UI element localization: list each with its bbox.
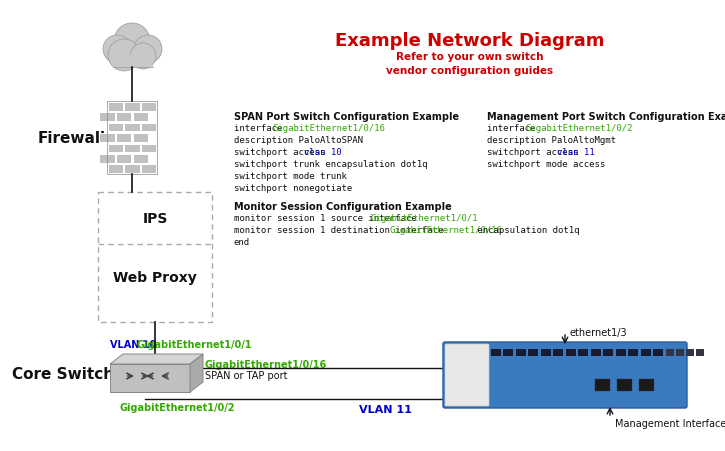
Text: VLAN 11: VLAN 11 (359, 404, 411, 414)
Bar (116, 155, 131, 163)
Text: monitor session 1 destination interface: monitor session 1 destination interface (234, 226, 449, 235)
FancyBboxPatch shape (445, 344, 489, 406)
Circle shape (130, 44, 156, 70)
Bar (125, 165, 139, 174)
Circle shape (103, 36, 131, 64)
Bar (629, 349, 639, 356)
Text: VLAN 10: VLAN 10 (110, 339, 157, 349)
Text: IPS: IPS (142, 212, 167, 226)
Bar (696, 349, 704, 356)
Bar (141, 144, 156, 153)
Text: end: end (234, 238, 250, 246)
Bar (666, 349, 674, 356)
Bar (133, 134, 148, 143)
Text: SPAN or TAP port: SPAN or TAP port (205, 370, 288, 380)
Text: interface: interface (487, 124, 541, 133)
Bar (616, 349, 626, 356)
Text: vlan 10: vlan 10 (304, 147, 341, 156)
Bar (503, 349, 513, 356)
Bar (99, 155, 115, 163)
Bar (108, 165, 123, 174)
Text: GigabitEthernet1/0/2: GigabitEthernet1/0/2 (120, 402, 236, 412)
Text: vlan 11: vlan 11 (558, 147, 594, 156)
Text: Refer to your own switch
vendor configuration guides: Refer to your own switch vendor configur… (386, 52, 554, 76)
Text: switchport access: switchport access (234, 147, 331, 156)
Bar (641, 349, 651, 356)
Text: palo
alto: palo alto (458, 372, 473, 383)
Bar (529, 349, 539, 356)
Bar (108, 124, 123, 132)
Circle shape (108, 40, 140, 72)
Bar (107, 102, 157, 175)
Bar (116, 134, 131, 143)
Bar (595, 379, 610, 391)
Bar (141, 102, 156, 111)
Text: GigabitEthernet1/0/16: GigabitEthernet1/0/16 (205, 359, 327, 369)
Text: switchport trunk encapsulation dot1q: switchport trunk encapsulation dot1q (234, 160, 428, 169)
Bar (541, 349, 551, 356)
Bar (686, 349, 694, 356)
Circle shape (114, 24, 150, 60)
Bar (133, 113, 148, 122)
Bar (516, 349, 526, 356)
Bar (99, 113, 115, 122)
Bar (653, 349, 663, 356)
Polygon shape (110, 354, 203, 364)
Text: Firewall: Firewall (38, 131, 106, 146)
Bar (99, 134, 115, 143)
Text: switchport mode access: switchport mode access (487, 160, 605, 169)
Text: SPAN Port Switch Configuration Example: SPAN Port Switch Configuration Example (234, 112, 459, 122)
Text: Example Network Diagram: Example Network Diagram (335, 32, 605, 50)
Bar (125, 102, 139, 111)
Text: switchport access: switchport access (487, 147, 584, 156)
Polygon shape (110, 364, 190, 392)
Text: Monitor Session Configuration Example: Monitor Session Configuration Example (234, 202, 452, 212)
Text: description PaloAltoSPAN: description PaloAltoSPAN (234, 136, 363, 145)
Bar (108, 144, 123, 153)
Bar (617, 379, 632, 391)
Text: Core Switch: Core Switch (12, 367, 114, 382)
Bar (676, 349, 684, 356)
Text: Web Proxy: Web Proxy (113, 271, 197, 285)
Text: switchport nonegotiate: switchport nonegotiate (234, 184, 352, 193)
Bar (141, 124, 156, 132)
FancyBboxPatch shape (443, 342, 687, 408)
Text: GigabitEthernet1/0/2: GigabitEthernet1/0/2 (526, 124, 634, 133)
Bar (133, 155, 148, 163)
Text: GigabitEthernet1/0/16: GigabitEthernet1/0/16 (390, 226, 503, 235)
Text: GigabitEthernet1/0/16: GigabitEthernet1/0/16 (273, 124, 386, 133)
Bar (116, 113, 131, 122)
Text: GigabitEthernet1/0/1: GigabitEthernet1/0/1 (137, 339, 252, 349)
Bar (98, 193, 212, 322)
Text: ethernet1/3: ethernet1/3 (570, 327, 628, 337)
Text: switchport mode trunk: switchport mode trunk (234, 172, 347, 180)
Text: monitor session 1 source interface: monitor session 1 source interface (234, 213, 422, 222)
Bar (108, 102, 123, 111)
Text: description PaloAltoMgmt: description PaloAltoMgmt (487, 136, 616, 145)
Bar (639, 379, 654, 391)
Bar (553, 349, 563, 356)
Bar (566, 349, 576, 356)
Bar (113, 56, 153, 68)
Bar (141, 165, 156, 174)
Text: GigabitEthernet1/0/1: GigabitEthernet1/0/1 (370, 213, 478, 222)
Circle shape (134, 36, 162, 64)
Polygon shape (190, 354, 203, 392)
Text: Management Interface: Management Interface (615, 418, 725, 428)
Bar (591, 349, 601, 356)
Text: Management Port Switch Configuration Example: Management Port Switch Configuration Exa… (487, 112, 725, 122)
Bar (491, 349, 501, 356)
Bar (125, 124, 139, 132)
Bar (579, 349, 589, 356)
Bar (125, 144, 139, 153)
Text: encapsulation dot1q: encapsulation dot1q (472, 226, 579, 235)
Text: interface: interface (234, 124, 288, 133)
Bar (603, 349, 613, 356)
